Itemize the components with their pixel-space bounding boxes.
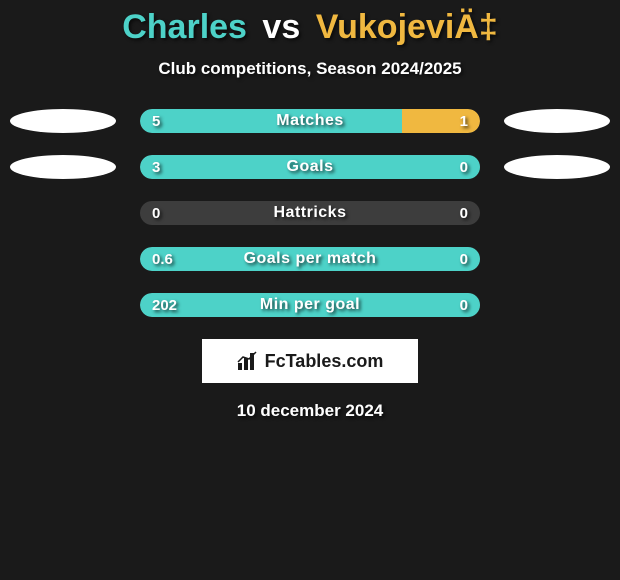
stat-label: Matches [140, 109, 480, 133]
stat-row: 0.60Goals per match [0, 247, 620, 271]
stat-bar: 2020Min per goal [140, 293, 480, 317]
date-text: 10 december 2024 [0, 401, 620, 421]
logo-text: FcTables.com [265, 351, 384, 372]
left-ellipse [10, 155, 116, 179]
player1-name: Charles [122, 8, 247, 46]
stat-row: 2020Min per goal [0, 293, 620, 317]
logo-box: FcTables.com [202, 339, 418, 383]
stat-bar: 0.60Goals per match [140, 247, 480, 271]
stat-bar: 00Hattricks [140, 201, 480, 225]
stat-row: 00Hattricks [0, 201, 620, 225]
stats-container: 51Matches 30Goals 00Hattricks 0.60Goals per… [0, 109, 620, 317]
right-ellipse [504, 109, 610, 133]
player2-name: VukojeviÄ‡ [316, 8, 498, 46]
stat-bar: 51Matches [140, 109, 480, 133]
comparison-title: Charles vs VukojeviÄ‡ [0, 0, 620, 47]
bar-chart-icon [237, 351, 259, 371]
subtitle: Club competitions, Season 2024/2025 [0, 59, 620, 79]
left-ellipse [10, 109, 116, 133]
right-ellipse [504, 155, 610, 179]
stat-label: Min per goal [140, 293, 480, 317]
stat-row: 30Goals [0, 155, 620, 179]
stat-label: Goals per match [140, 247, 480, 271]
stat-row: 51Matches [0, 109, 620, 133]
stat-label: Goals [140, 155, 480, 179]
vs-text: vs [262, 8, 300, 46]
stat-label: Hattricks [140, 201, 480, 225]
stat-bar: 30Goals [140, 155, 480, 179]
